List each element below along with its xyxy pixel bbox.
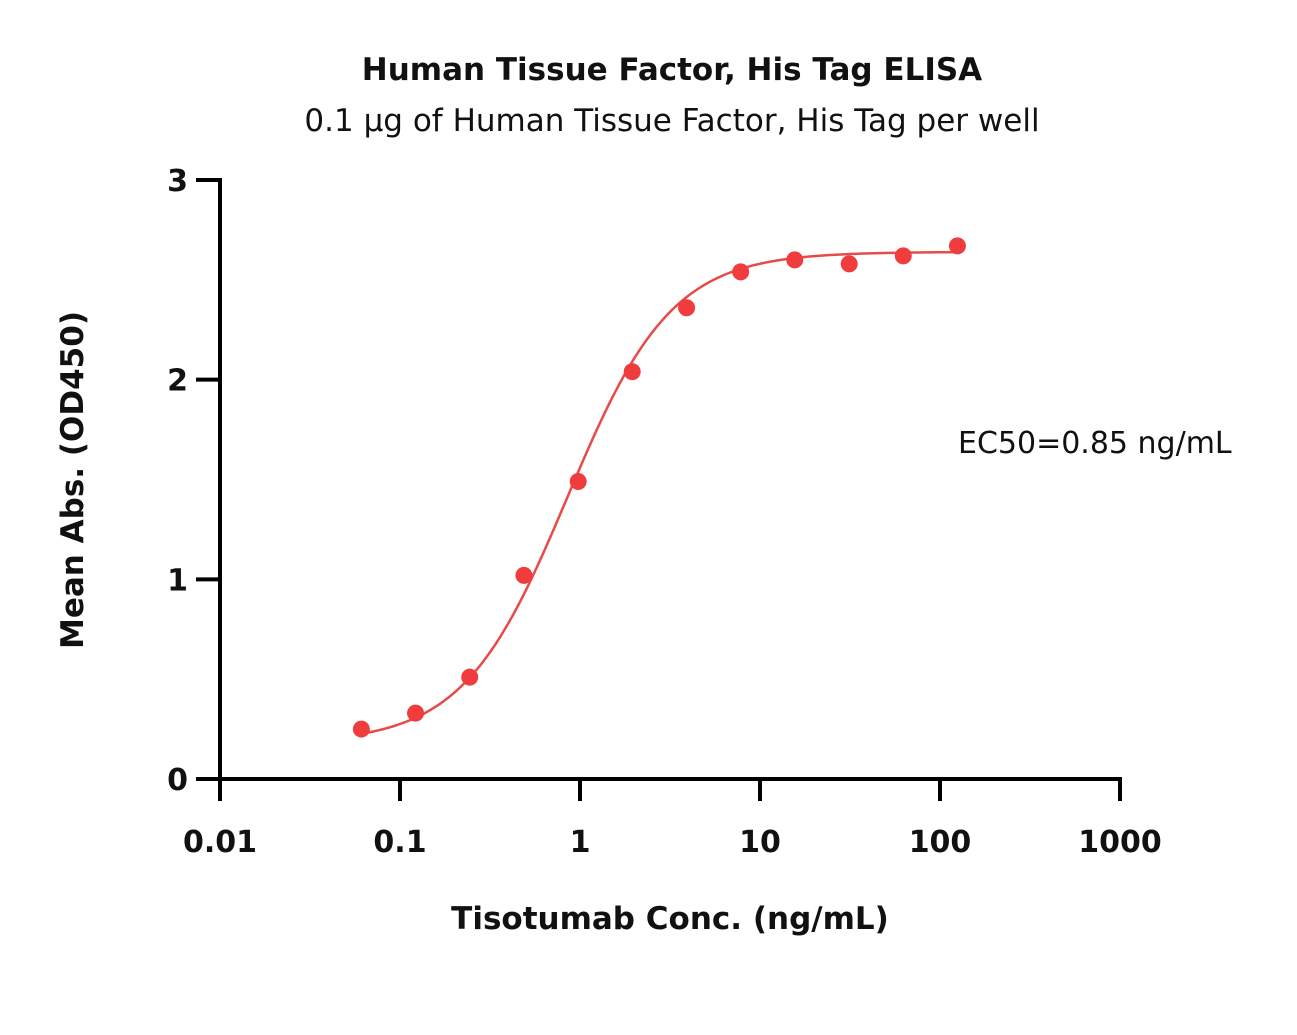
data-point — [786, 251, 804, 269]
x-tick-label: 1 — [570, 825, 591, 860]
data-point — [840, 255, 858, 273]
y-axis-label: Mean Abs. (OD450) — [55, 311, 91, 649]
data-point — [623, 363, 641, 381]
x-tick-label: 0.1 — [373, 825, 426, 860]
data-point — [732, 263, 750, 281]
chart-subtitle: 0.1 µg of Human Tissue Factor, His Tag p… — [304, 103, 1039, 139]
data-point — [948, 237, 966, 255]
ec50-annotation: EC50=0.85 ng/mL — [958, 426, 1232, 461]
x-axis-label: Tisotumab Conc. (ng/mL) — [451, 901, 889, 937]
y-tick-label: 2 — [167, 364, 188, 399]
chart-title: Human Tissue Factor, His Tag ELISA — [362, 52, 982, 88]
fit-curve — [361, 250, 958, 736]
x-tick-label: 10 — [739, 825, 781, 860]
data-point — [678, 299, 696, 317]
x-tick-label: 1000 — [1078, 825, 1162, 860]
x-tick-label: 100 — [909, 825, 972, 860]
y-tick-label: 1 — [167, 563, 188, 598]
data-point — [894, 247, 912, 265]
data-point — [352, 720, 370, 738]
data-point — [515, 566, 533, 584]
data-points — [352, 237, 966, 738]
y-tick-label: 3 — [167, 164, 188, 199]
axes — [218, 178, 1122, 781]
data-point — [407, 704, 425, 722]
x-ticks: 0.01 0.1 1 10 100 1000 — [183, 779, 1162, 860]
y-ticks: 0 1 2 3 — [167, 164, 220, 798]
y-tick-label: 0 — [167, 763, 188, 798]
x-tick-label: 0.01 — [183, 825, 257, 860]
data-point — [569, 472, 587, 490]
data-point — [461, 668, 479, 686]
